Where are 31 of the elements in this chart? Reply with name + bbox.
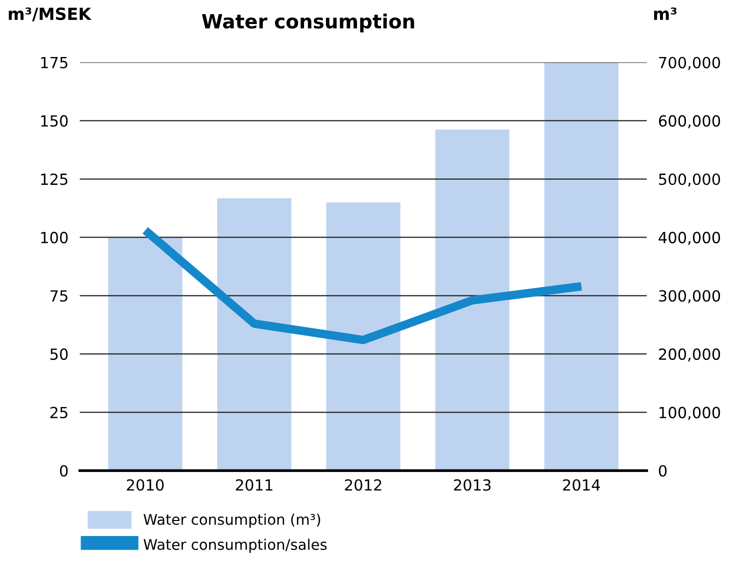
y2-tick-label: 100,000 [660, 406, 720, 420]
legend-label: Water consumption (m³) [144, 514, 320, 528]
y2-tick-label: 500,000 [659, 173, 720, 187]
y-tick-label: 0 [60, 465, 68, 477]
y-tick-label: 25 [50, 406, 68, 418]
y-tick-label: 75 [50, 290, 68, 302]
y2-tick-label: 400,000 [658, 232, 720, 245]
y-tick-label: 175 [41, 57, 68, 68]
bar [108, 237, 182, 471]
x-tick-label: 2012 [344, 479, 382, 491]
y2-tick-label: 200,000 [659, 348, 720, 362]
x-tick-label: 2014 [563, 479, 600, 491]
x-tick-label: 2011 [236, 479, 272, 491]
y2-tick-label: 700,000 [659, 56, 720, 70]
bar [544, 62, 618, 471]
x-tick-label: 2013 [454, 479, 491, 491]
legend-label: Water consumption/sales [144, 538, 327, 553]
bar [326, 202, 400, 471]
y2-tick-label: 300,000 [659, 290, 720, 304]
bar [217, 198, 292, 471]
y-tick-label: 150 [41, 115, 68, 127]
y-tick-label: 50 [50, 348, 68, 360]
bar [435, 129, 510, 471]
y2-axis-title: m³ [654, 7, 677, 20]
y2-tick-label: 0 [658, 465, 667, 477]
y-axis-title: m³/MSEK [8, 7, 92, 22]
y-tick-label: 100 [41, 232, 68, 244]
chart-title: Water consumption [202, 14, 414, 32]
y2-tick-label: 600,000 [658, 115, 720, 128]
x-tick-label: 2010 [126, 479, 164, 491]
y-tick-label: 125 [41, 173, 68, 186]
